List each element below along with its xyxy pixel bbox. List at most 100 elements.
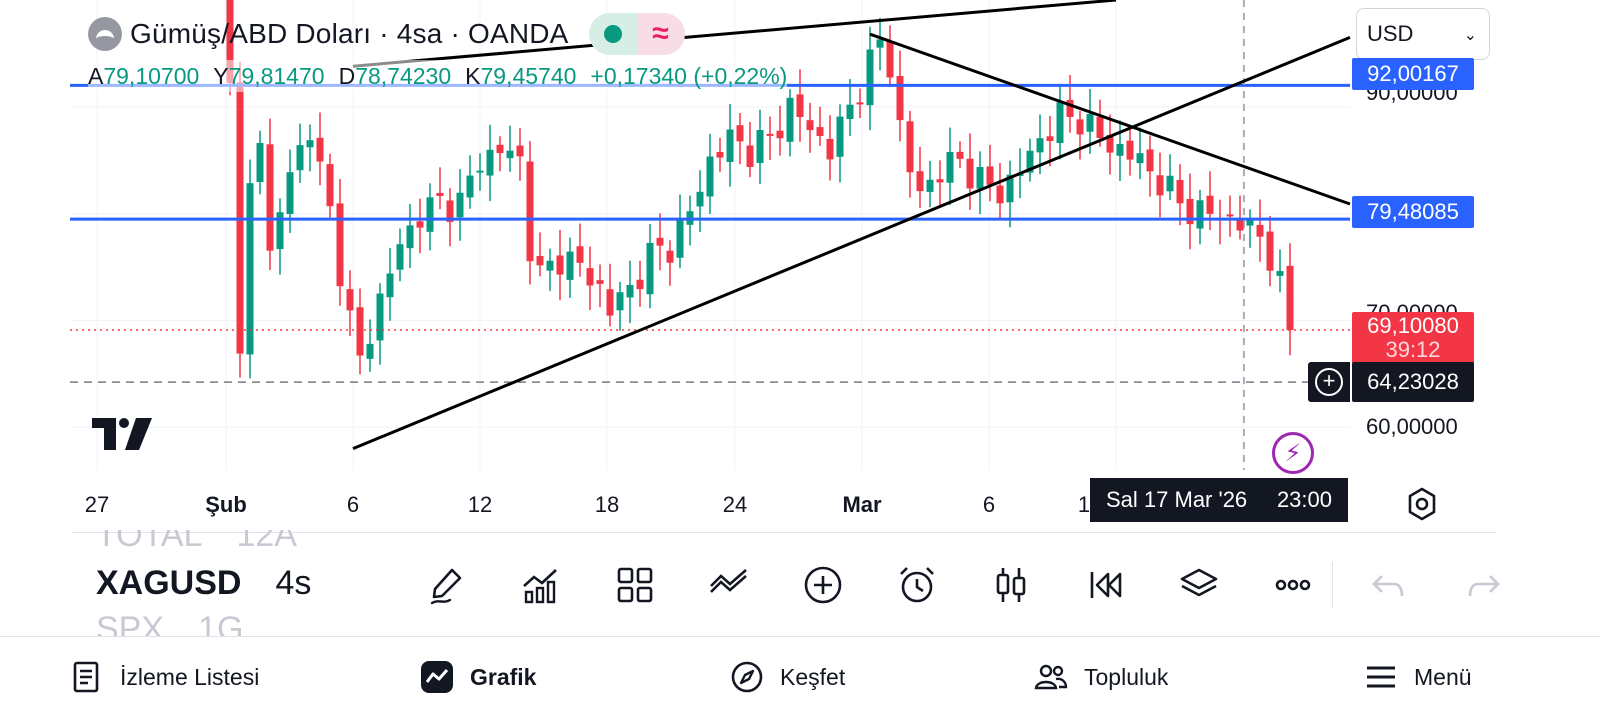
undo-icon[interactable] — [1368, 566, 1408, 606]
add-icon — [804, 566, 842, 604]
indicators-button[interactable] — [494, 560, 588, 610]
candle-down — [1096, 116, 1104, 138]
symbol-title[interactable]: Gümüş/ABD Doları · 4sa · OANDA — [130, 18, 569, 49]
drawing-tools-button[interactable] — [400, 560, 494, 610]
drawing-lines-icon — [710, 569, 747, 593]
symbol-name: SPX — [96, 610, 165, 636]
candle-down — [1066, 100, 1074, 117]
nav-community[interactable]: Topluluk — [1034, 657, 1168, 697]
symbol-interval-picker[interactable]: TOTAL 12A XAGUSD 4s SPX 1G — [96, 530, 346, 636]
market-status[interactable]: ≈ — [588, 13, 685, 55]
candle-down — [536, 255, 544, 266]
candle-down — [336, 203, 344, 287]
close-key: K — [465, 62, 481, 89]
price-axis-label: 60,00000 — [1366, 414, 1458, 439]
more-button[interactable] — [1246, 560, 1340, 610]
candle-up — [876, 39, 884, 48]
tradingview-logo — [92, 418, 152, 450]
layout-button[interactable] — [588, 560, 682, 610]
nav-chart[interactable]: Grafik — [420, 657, 536, 697]
candle-down — [766, 133, 774, 136]
crosshair-time-label: Sal 17 Mar '26 23:00 — [1090, 478, 1348, 522]
redo-icon[interactable] — [1464, 566, 1504, 606]
candle-up — [1196, 200, 1204, 229]
candle-up — [706, 156, 714, 197]
candle-down — [576, 246, 584, 263]
candle-down — [1046, 136, 1054, 141]
wave-icon: ≈ — [636, 13, 685, 55]
nav-watchlist[interactable]: İzleme Listesi — [70, 657, 259, 697]
time-axis-label: 1 — [1077, 492, 1091, 517]
silver-symbol-icon — [88, 17, 122, 51]
chart-area[interactable]: Gümüş/ABD Doları · 4sa · OANDA ≈ A 79,10… — [0, 0, 1600, 535]
candle-down — [1256, 224, 1264, 237]
time-axis-label: Mar — [842, 492, 882, 517]
candle-up — [1026, 150, 1034, 173]
candle-up — [246, 183, 254, 355]
bar-countdown: 39:12 — [1385, 337, 1441, 362]
currency-select[interactable]: USD ⌄ — [1356, 8, 1490, 60]
resistance-price-tag[interactable]: 92,00167 — [1352, 58, 1474, 90]
candle-down — [816, 127, 824, 137]
open-key: A — [88, 62, 104, 89]
candle-down — [586, 268, 594, 286]
descending-trendline — [869, 32, 1351, 206]
candle-down — [436, 192, 444, 196]
candle-up — [1116, 144, 1124, 156]
symbol-option[interactable]: TOTAL 12A — [96, 530, 297, 555]
candle-down — [636, 279, 644, 290]
candlestick-series — [226, 0, 1294, 379]
candle-up — [1056, 102, 1064, 144]
candle-down — [526, 161, 534, 262]
add-order-button[interactable]: + — [1308, 362, 1350, 402]
candle-up — [376, 293, 384, 341]
time-axis-label: 12 — [467, 492, 493, 517]
symbol-legend[interactable]: Gümüş/ABD Doları · 4sa · OANDA ≈ — [88, 12, 685, 56]
candle-up — [1006, 174, 1014, 203]
candle-up — [1276, 271, 1284, 276]
candle-up — [476, 170, 484, 173]
support-price-tag[interactable]: 79,48085 — [1352, 196, 1474, 228]
candle-down — [416, 221, 424, 228]
community-icon — [1034, 660, 1068, 694]
nav-menu[interactable]: Menü — [1364, 657, 1472, 697]
candles-icon — [996, 568, 1026, 602]
candle-up — [836, 116, 844, 157]
crosshair-price-tag: 64,23028 — [1352, 362, 1474, 402]
candle-down — [856, 102, 864, 105]
nav-explore[interactable]: Keşfet — [730, 657, 845, 697]
candle-down — [956, 151, 964, 159]
candle-down — [746, 145, 754, 167]
chart-type-button[interactable] — [964, 560, 1058, 610]
trend-lines-button[interactable] — [682, 560, 776, 610]
layout-icon — [617, 567, 653, 603]
nav-explore-label: Keşfet — [780, 663, 846, 690]
layers-button[interactable] — [1152, 560, 1246, 610]
symbol-interval: 4s — [275, 564, 312, 602]
lightning-icon[interactable]: ⚡ — [1272, 432, 1314, 474]
candle-up — [1166, 175, 1174, 192]
symbol-option[interactable]: SPX 1G — [96, 610, 243, 636]
candle-down — [826, 138, 834, 160]
time-axis[interactable]: 27 Şub 6 12 18 24 Mar 6 1 — [0, 480, 1500, 530]
candle-down — [596, 280, 604, 284]
chart-settings-icon[interactable] — [1404, 486, 1440, 522]
candle-up — [426, 197, 434, 232]
chevron-down-icon: ⌄ — [1463, 27, 1477, 44]
candle-up — [866, 49, 874, 106]
price-chart[interactable] — [0, 0, 1600, 535]
candle-down — [1156, 175, 1164, 196]
nav-menu-label: Menü — [1414, 663, 1472, 690]
more-icon — [1275, 579, 1311, 591]
candle-down — [1146, 149, 1154, 172]
replay-button[interactable] — [1058, 560, 1152, 610]
candle-up — [276, 212, 284, 250]
high-value: 79,81470 — [228, 62, 325, 89]
add-button[interactable] — [776, 560, 870, 610]
alert-button[interactable] — [870, 560, 964, 610]
chart-divider — [72, 532, 1496, 533]
alert-icon — [900, 567, 934, 603]
candle-down — [356, 307, 364, 356]
candle-down — [316, 137, 324, 162]
symbol-option-selected[interactable]: XAGUSD 4s — [96, 564, 311, 603]
